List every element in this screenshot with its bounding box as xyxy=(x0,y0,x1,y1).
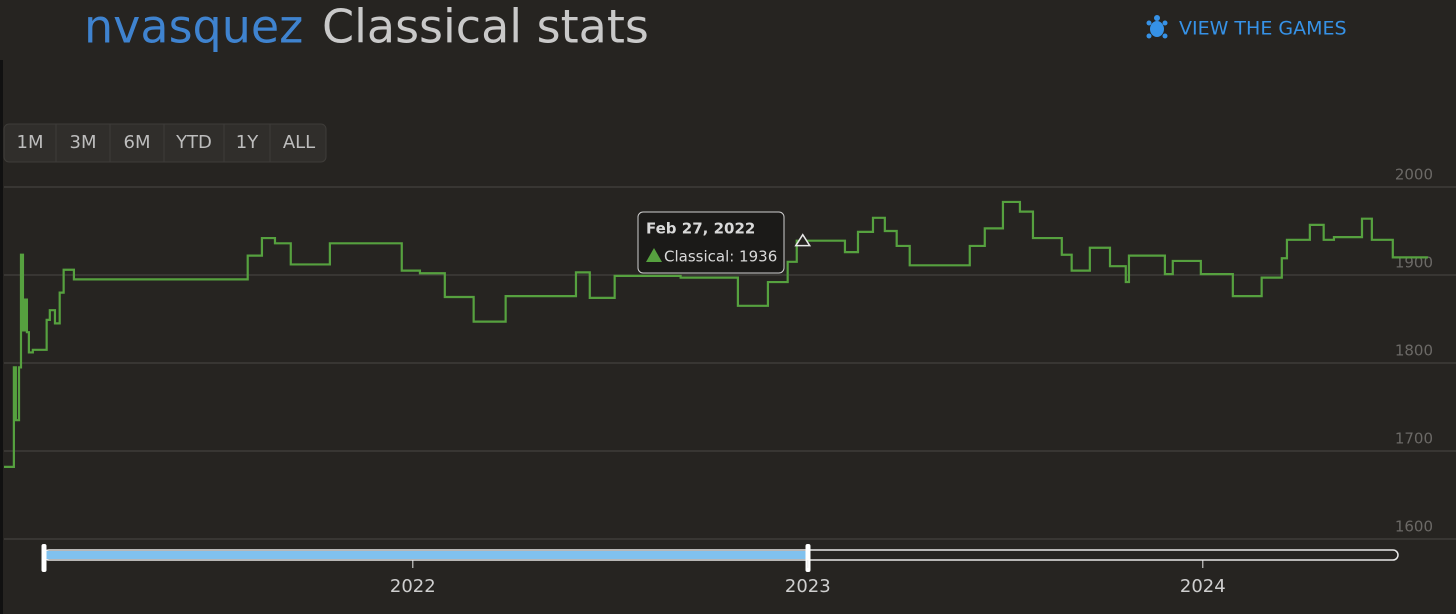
x-tick-label: 2024 xyxy=(1180,576,1226,597)
username[interactable]: nvasquez xyxy=(84,0,303,54)
plot: 1600 1700 1800 1900 2000 Feb 27, 2022 Classica… xyxy=(4,166,1456,597)
highlight-marker xyxy=(794,233,812,247)
navigator-handle[interactable] xyxy=(805,544,811,572)
tooltip-value: Classical: 1936 xyxy=(664,248,777,266)
range-button[interactable]: 1Y xyxy=(236,132,259,153)
y-tick-label: 1600 xyxy=(1395,518,1433,536)
y-tick-label: 1700 xyxy=(1395,430,1433,448)
view-games-link[interactable]: VIEW THE GAMES xyxy=(1179,18,1347,40)
navigator-selection xyxy=(46,551,808,559)
range-buttons: 1M 3M 6M YTD 1Y ALL xyxy=(3,123,327,163)
button-group xyxy=(3,123,327,163)
x-tick-label: 2023 xyxy=(785,576,831,597)
left-edge xyxy=(0,60,3,614)
range-button[interactable]: 3M xyxy=(70,132,97,153)
range-button[interactable]: ALL xyxy=(283,132,315,153)
y-tick-label: 2000 xyxy=(1395,166,1433,184)
range-button[interactable]: 6M xyxy=(124,132,151,153)
rating-line xyxy=(4,200,1428,468)
y-tick-label: 1800 xyxy=(1395,342,1433,360)
tooltip-date: Feb 27, 2022 xyxy=(646,220,755,238)
navigator-handle[interactable] xyxy=(41,544,47,572)
tooltip-box xyxy=(637,211,785,274)
range-button[interactable]: 1M xyxy=(17,132,44,153)
y-tick-label: 1900 xyxy=(1395,254,1433,272)
page-title: Classical stats xyxy=(322,0,649,54)
range-button[interactable]: YTD xyxy=(175,132,212,153)
turtle-icon[interactable] xyxy=(1146,15,1168,39)
tooltip-symbol xyxy=(646,248,662,262)
x-tick-label: 2022 xyxy=(390,576,436,597)
